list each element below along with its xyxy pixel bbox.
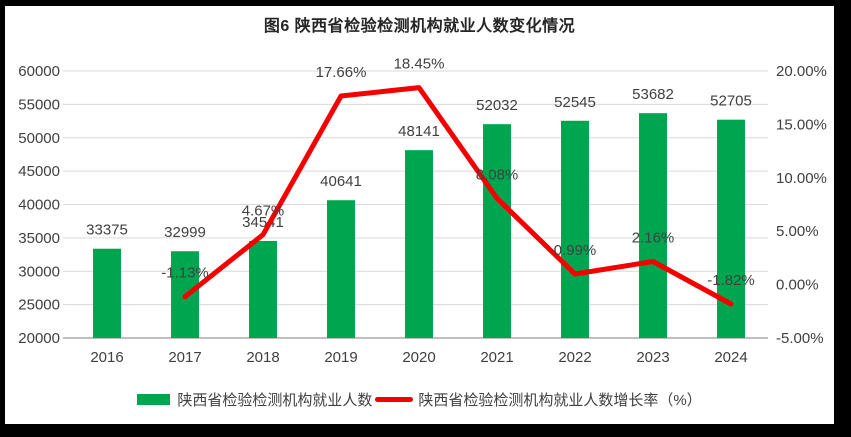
left-axis-tick: 25000 — [18, 297, 60, 314]
bar-2018 — [249, 240, 277, 338]
growth-rate-line — [182, 85, 734, 307]
bar-value-label: 53682 — [632, 86, 674, 103]
left-axis-tick: 60000 — [18, 63, 60, 80]
right-axis-tick: -5.00% — [776, 330, 824, 347]
bar-2019 — [327, 200, 355, 338]
bar-value-label: 32999 — [164, 224, 206, 241]
bar-2020 — [405, 150, 433, 338]
chart-title: 图6 陕西省检验检测机构就业人数变化情况 — [263, 18, 576, 35]
line-value-label: 4.67% — [242, 203, 285, 220]
bar-value-label: 40641 — [320, 173, 362, 190]
left-axis-tick: 55000 — [18, 96, 60, 113]
line-value-label: -1.82% — [707, 272, 755, 289]
bar-value-label: 33375 — [86, 222, 128, 239]
right-axis-tick: 20.00% — [776, 63, 827, 80]
right-axis-tick: 0.00% — [776, 277, 819, 294]
right-axis-tick: 15.00% — [776, 116, 827, 133]
bar-2016 — [93, 248, 121, 338]
bar-2021 — [483, 124, 511, 338]
bar-value-label: 52705 — [710, 93, 752, 110]
combo-chart-plot: 60000 55000 50000 45000 40000 35000 30000 25000… — [18, 56, 827, 366]
legend: 陕西省检验检测机构就业人数 陕西省检验检测机构就业人数增长率（%） — [5, 389, 834, 410]
x-axis-label-2018: 2018 — [246, 349, 279, 366]
left-axis-tick: 20000 — [18, 330, 60, 347]
left-axis-tick: 45000 — [18, 163, 60, 180]
legend-label-employment: 陕西省检验检测机构就业人数 — [177, 392, 373, 409]
bar-2023 — [639, 113, 667, 338]
line-value-label: 8.08% — [476, 166, 519, 183]
legend-item-employment: 陕西省检验检测机构就业人数 — [137, 389, 372, 410]
line-series-swatch-icon — [375, 397, 414, 402]
x-axis-label-2019: 2019 — [324, 349, 357, 366]
line-value-label: 2.16% — [632, 230, 675, 247]
bar-value-label: 48141 — [398, 123, 440, 140]
bar-value-label: 52032 — [476, 97, 518, 114]
line-value-label: 18.45% — [394, 56, 445, 73]
chart-canvas: 图6 陕西省检验检测机构就业人数变化情况 60000 55000 50000 4500… — [5, 6, 834, 424]
line-value-label: 0.99% — [554, 242, 597, 259]
x-axis-label-2023: 2023 — [636, 349, 669, 366]
x-axis-label-2020: 2020 — [402, 349, 435, 366]
left-axis-tick: 50000 — [18, 130, 60, 147]
x-axis-label-2024: 2024 — [714, 349, 747, 366]
bar-series-swatch-icon — [137, 394, 171, 405]
line-value-label: -1.13% — [161, 265, 209, 282]
x-axis-label-2022: 2022 — [558, 349, 591, 366]
x-axis-label-2021: 2021 — [480, 349, 513, 366]
bar-2022 — [561, 120, 589, 339]
legend-item-growth-rate: 陕西省检验检测机构就业人数增长率（%） — [372, 389, 702, 410]
left-axis-tick: 30000 — [18, 263, 60, 280]
bar-value-label: 52545 — [554, 94, 596, 111]
right-axis-tick: 5.00% — [776, 223, 819, 240]
left-axis-tick: 40000 — [18, 197, 60, 214]
legend-label-growth-rate: 陕西省检验检测机构就业人数增长率（%） — [418, 392, 702, 409]
x-axis-label-2017: 2017 — [168, 349, 201, 366]
x-axis-label-2016: 2016 — [90, 349, 123, 366]
right-axis-tick: 10.00% — [776, 170, 827, 187]
line-value-label: 17.66% — [316, 64, 367, 81]
left-axis-tick: 35000 — [18, 230, 60, 247]
